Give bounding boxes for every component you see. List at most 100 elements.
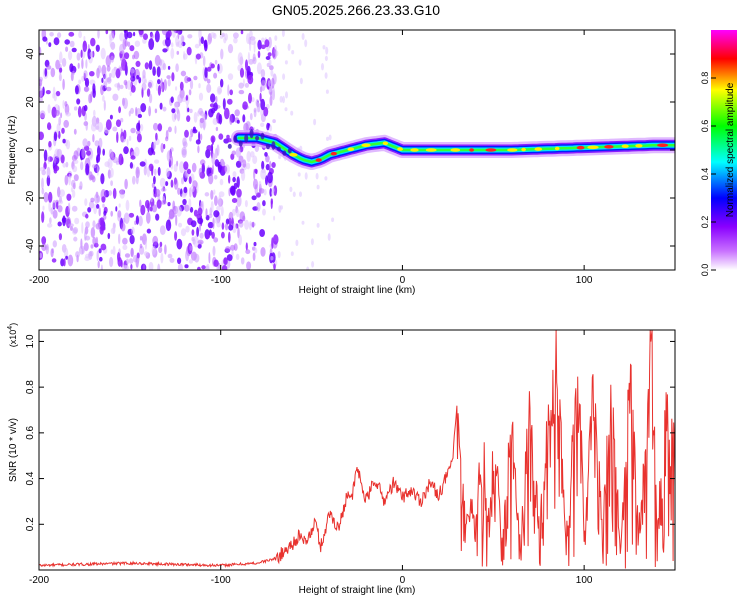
noise-speckle [112,188,117,199]
noise-speckle [75,251,80,258]
noise-speckle [220,78,224,88]
noise-speckle [292,191,296,198]
noise-speckle [83,36,86,41]
noise-speckle [42,36,48,42]
noise-speckle [164,244,167,255]
noise-speckle [154,189,161,197]
noise-speckle [198,37,202,47]
noise-speckle [117,252,121,262]
noise-speckle [228,224,234,231]
noise-speckle [206,263,210,270]
noise-speckle [126,80,132,90]
noise-speckle [304,39,308,48]
noise-speckle [39,167,46,172]
noise-speckle [224,164,230,174]
noise-speckle [185,225,190,233]
noise-speckle [262,200,266,207]
noise-speckle [109,73,112,78]
noise-speckle [108,190,112,196]
noise-speckle [100,84,104,96]
noise-speckle [228,211,234,222]
noise-speckle [179,81,184,91]
noise-speckle [197,266,201,270]
noise-speckle [84,256,91,262]
noise-speckle [71,205,78,212]
noise-speckle [184,129,189,138]
noise-speckle [175,205,182,217]
noise-speckle [107,158,113,169]
noise-speckle [155,213,160,221]
noise-speckle [143,165,147,176]
colorbar-label: Normalized spectral amplitude [725,82,736,217]
noise-speckle [103,100,106,111]
noise-speckle [172,30,176,38]
noise-speckle [47,104,51,114]
noise-speckle [125,258,129,265]
noise-speckle [39,252,43,259]
noise-speckle [284,107,288,112]
noise-speckle [185,95,189,101]
noise-speckle [304,172,308,180]
noise-speckle [224,33,228,41]
noise-speckle [306,266,310,270]
noise-speckle [104,83,107,89]
noise-speckle [97,122,103,133]
noise-speckle [41,177,44,190]
noise-speckle [170,96,174,103]
noise-speckle [133,31,136,37]
noise-speckle [159,225,166,236]
snr-x-label: Height of straight line (km) [299,585,416,596]
noise-speckle [215,126,219,132]
noise-speckle [97,30,100,39]
noise-speckle [59,195,62,203]
noise-speckle [273,215,276,221]
noise-speckle [122,244,128,250]
noise-speckle [81,147,85,159]
noise-speckle [133,50,140,60]
noise-speckle [170,47,175,60]
noise-speckle [260,108,264,117]
noise-speckle [197,207,203,216]
noise-speckle [160,252,164,264]
noise-speckle [69,63,74,73]
noise-speckle [250,222,256,227]
noise-speckle [72,70,75,76]
noise-speckle [72,189,76,198]
noise-speckle [229,185,236,195]
y-tick-label: 1.0 [25,334,36,348]
noise-speckle [146,228,152,234]
noise-speckle [147,202,150,213]
noise-speckle [139,243,143,249]
noise-speckle [291,50,295,55]
noise-speckle [102,203,105,208]
noise-speckle [65,255,68,260]
y-tick-label: 20 [25,96,36,108]
noise-speckle [163,143,166,150]
noise-speckle [146,211,151,224]
noise-speckle [219,178,224,186]
noise-speckle [203,120,206,131]
noise-speckle [57,221,62,227]
noise-speckle [92,88,96,99]
noise-speckle [183,161,189,170]
noise-speckle [50,67,56,78]
noise-speckle [195,139,201,145]
noise-speckle [141,82,147,91]
noise-speckle [174,102,179,110]
noise-speckle [139,123,144,132]
noise-speckle [223,257,228,266]
noise-speckle [138,30,144,36]
ridge-speckle [266,143,270,150]
ridge-speckle [287,148,292,154]
noise-speckle [177,40,183,48]
noise-speckle [315,172,319,180]
noise-speckle [171,72,175,82]
y-tick-label: -20 [25,190,36,205]
noise-speckle [165,129,169,140]
noise-speckle [270,69,274,77]
noise-speckle [181,146,187,156]
noise-speckle [263,189,267,196]
ridge-peak [382,141,389,146]
noise-speckle [139,199,142,208]
